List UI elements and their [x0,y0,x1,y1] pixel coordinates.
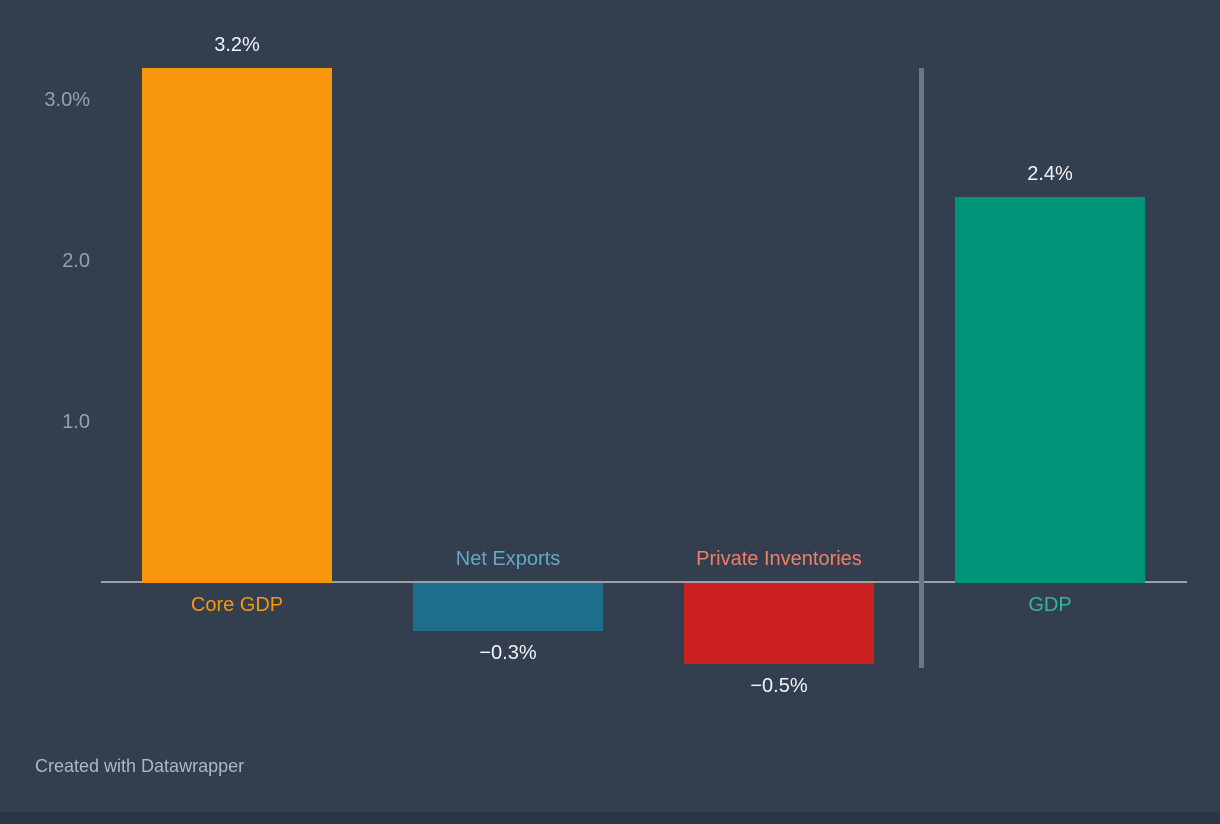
bar-core-gdp [142,67,332,583]
y-tick-label-2-0: 2.0 [62,250,90,272]
value-label-private-inventories: −0.5% [750,674,808,697]
value-label-net-exports: −0.3% [479,642,537,665]
value-label-gdp: 2.4% [1027,162,1073,185]
zero-baseline [101,581,1187,583]
datawrapper-credit-link[interactable]: Created with Datawrapper [35,756,245,776]
bottom-edge-strip [0,812,1220,824]
bar-private-inventories [684,583,874,664]
category-label-gdp: GDP [1028,594,1072,616]
y-tick-label-3-0-: 3.0% [44,89,90,111]
components-total-divider-line [919,68,924,668]
category-label-private-inventories: Private Inventories [696,548,862,570]
value-label-core-gdp: 3.2% [214,33,260,56]
y-tick-label-1-0: 1.0 [62,411,90,433]
bar-gdp [955,196,1145,583]
category-label-core-gdp: Core GDP [190,594,284,616]
bar-net-exports [413,583,603,632]
category-label-net-exports: Net Exports [455,548,561,570]
